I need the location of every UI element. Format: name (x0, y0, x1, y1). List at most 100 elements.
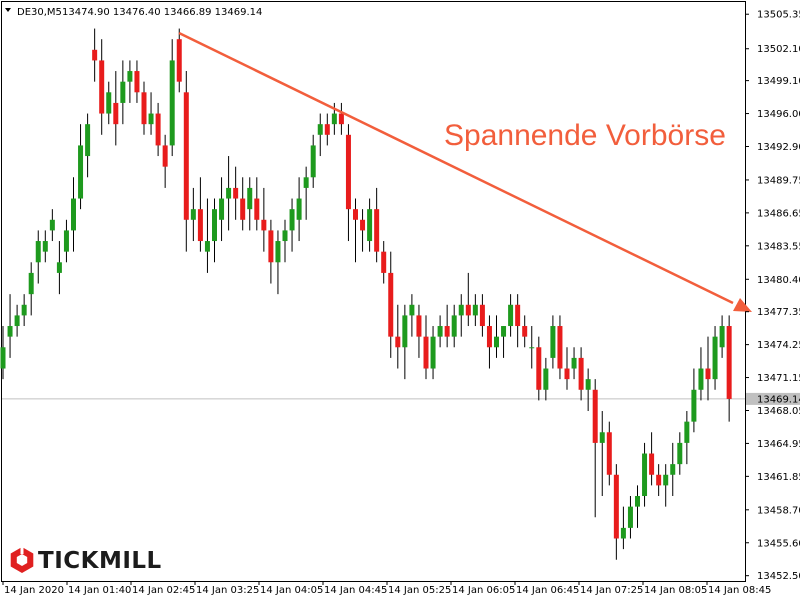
candle (127, 60, 133, 103)
candle (63, 219, 69, 263)
candle-body (522, 326, 528, 337)
chart-frame (1, 1, 746, 582)
x-tick-label: 14 Jan 06:45 (516, 585, 579, 596)
candle (28, 262, 34, 316)
candle-body (71, 198, 76, 231)
candle-body (712, 336, 718, 380)
candle (698, 347, 704, 401)
candle-body (430, 336, 436, 369)
candle (92, 28, 98, 82)
candle (303, 166, 309, 220)
candle-body (106, 92, 112, 114)
candle-body (494, 336, 499, 348)
candle-body (656, 474, 662, 486)
candle (367, 198, 373, 252)
candle (162, 134, 168, 188)
candle (543, 357, 549, 401)
candle (423, 315, 429, 380)
candle (14, 304, 20, 337)
candle (190, 187, 196, 242)
candle-body (613, 474, 619, 539)
dropdown-triangle-icon[interactable] (5, 8, 11, 12)
candle-body (508, 304, 514, 327)
candle-body (515, 304, 521, 327)
candle-body (564, 368, 570, 380)
candle-body (705, 368, 711, 380)
y-tick-label: 13483.55 (757, 241, 800, 252)
x-tick-label: 14 Jan 2020 (4, 585, 64, 596)
candle-body (183, 92, 189, 220)
x-tick-label: 14 Jan 01:40 (68, 585, 131, 596)
y-tick-label: 13502.10 (757, 44, 800, 55)
candle (635, 485, 640, 528)
candle-body (120, 81, 126, 103)
y-tick-label: 13464.95 (757, 439, 800, 450)
candle-body (204, 241, 210, 252)
candle-body (296, 198, 302, 220)
candle-body (7, 326, 13, 337)
candle (663, 464, 669, 507)
candle-body (141, 92, 147, 125)
candle-body (663, 474, 669, 486)
candle-body (49, 219, 55, 231)
candle-body (127, 71, 133, 82)
candle (585, 368, 591, 412)
y-tick-label: 13471.15 (757, 373, 800, 384)
candle (183, 71, 189, 252)
candle (85, 113, 91, 178)
candle-body (649, 453, 655, 475)
candle-body (289, 209, 295, 231)
candle (282, 219, 288, 263)
candle (726, 315, 732, 422)
last-price-label-bg (746, 392, 800, 405)
candle-body (240, 198, 246, 220)
candle-body (698, 368, 704, 390)
candle-body (416, 315, 422, 337)
last-price-label-text: 13469.14 (757, 394, 800, 405)
candle (627, 496, 633, 539)
candle (649, 432, 655, 486)
candle-body (190, 209, 196, 220)
candle-body (578, 357, 584, 390)
y-tick-label: 13480.40 (757, 275, 800, 286)
x-tick-label: 14 Jan 03:25 (196, 585, 259, 596)
y-tick-label: 13474.25 (757, 340, 800, 351)
candle-body (113, 102, 119, 125)
y-tick-label: 13489.75 (757, 175, 800, 186)
candle-body (691, 389, 697, 422)
candle (592, 379, 598, 518)
candle (345, 124, 351, 242)
candle-body (14, 315, 20, 327)
candle-body (367, 209, 373, 242)
candle-body (465, 304, 471, 316)
candle-body (134, 71, 140, 93)
candle-body (571, 357, 577, 369)
candle (437, 315, 443, 348)
symbol-label: DE30,M5 (17, 7, 62, 18)
candle-body (261, 219, 267, 231)
candle-body (233, 187, 239, 199)
candle (571, 347, 577, 380)
candle-body (85, 124, 91, 157)
candle-body (148, 113, 154, 125)
candle (458, 294, 464, 337)
candle-body (585, 379, 591, 390)
candle (472, 294, 478, 327)
candle (564, 347, 570, 390)
x-tick-label: 14 Jan 05:25 (388, 585, 451, 596)
x-tick-label: 14 Jan 04:45 (324, 585, 387, 596)
candle (71, 177, 76, 252)
candle-body (726, 326, 732, 399)
candle (501, 326, 507, 358)
candle (134, 60, 140, 103)
candle-body (254, 198, 260, 220)
candle-body (409, 304, 415, 316)
candle-body (21, 304, 27, 316)
candle (402, 304, 408, 380)
tickmill-logo-icon (10, 547, 34, 573)
candle-body (374, 209, 380, 252)
candle-body (162, 145, 168, 167)
candle-body (92, 49, 98, 61)
candle (226, 156, 232, 231)
candle-body (635, 496, 640, 507)
